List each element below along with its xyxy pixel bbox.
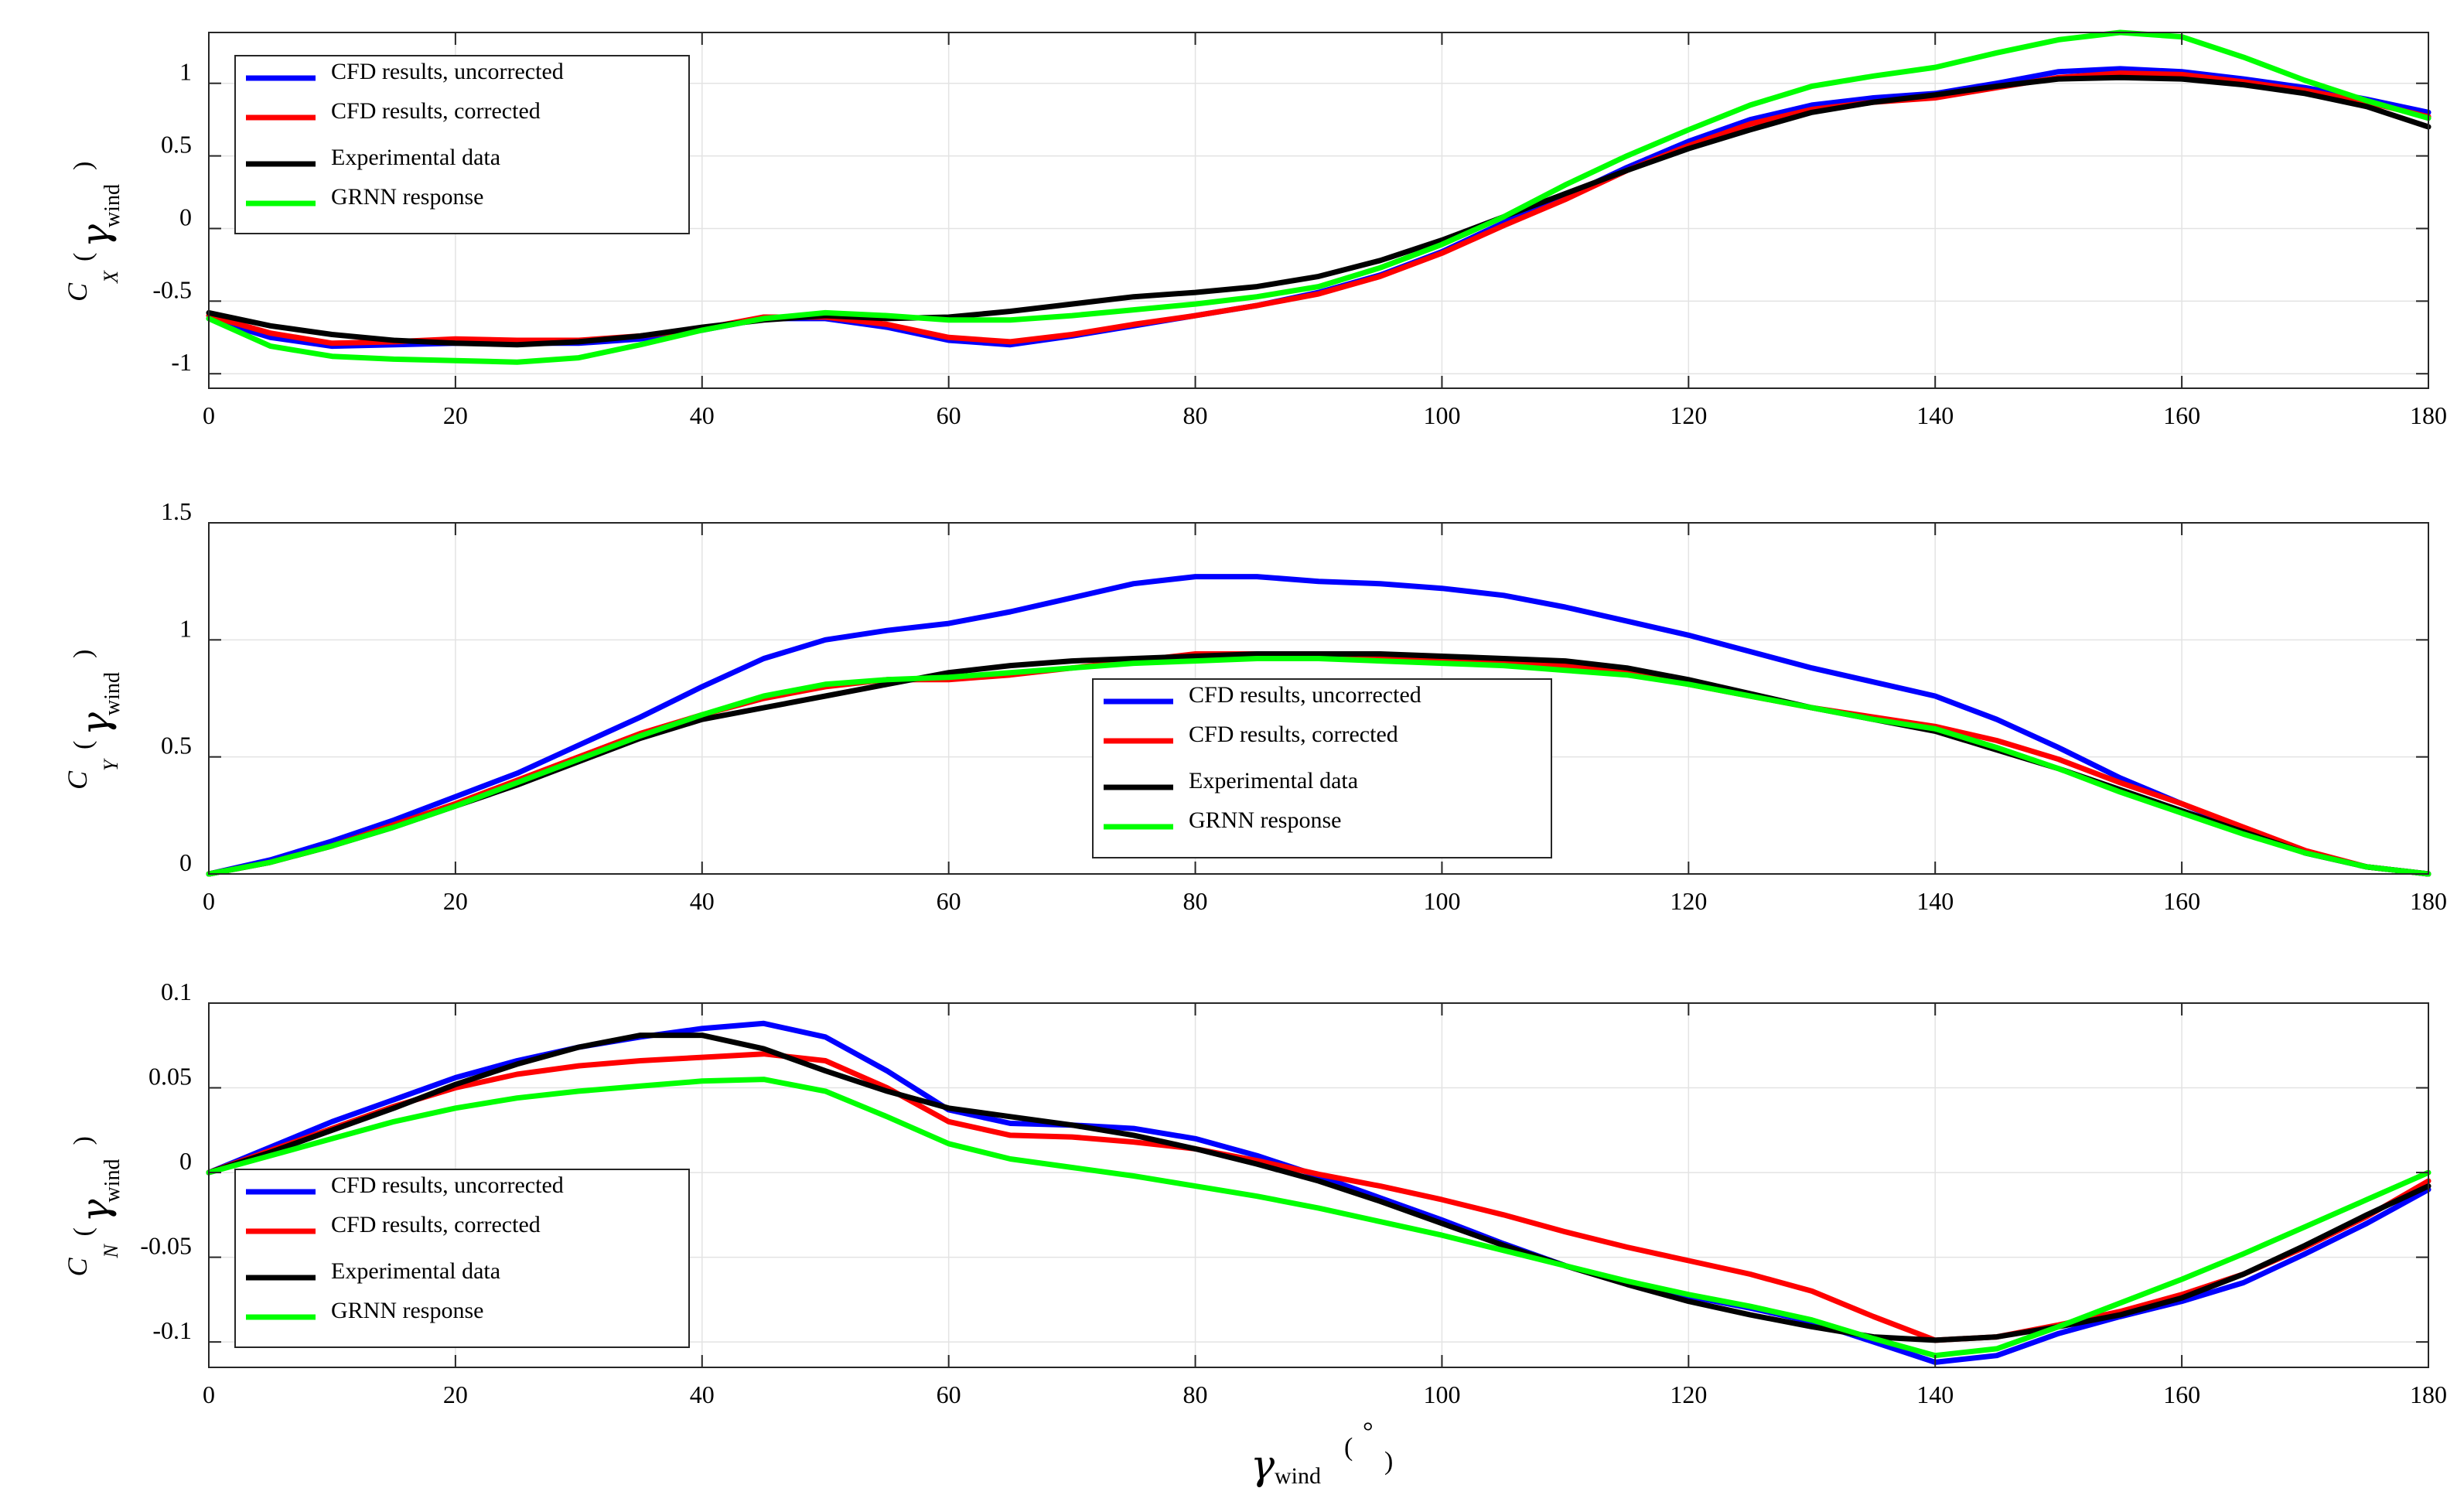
x-label-open-paren: ( [1344,1433,1353,1462]
y-tick-label: 0 [179,203,192,230]
legend-label: GRNN response [331,184,483,210]
x-tick-label: 40 [690,887,715,915]
x-label-degree: ° [1363,1418,1374,1446]
x-tick-label: 100 [1423,1381,1460,1408]
legend-label: CFD results, corrected [331,98,541,124]
y-tick-label: -1 [171,348,192,376]
y-tick-label: 0.1 [161,978,192,1005]
legend-label: Experimental data [331,145,500,170]
y-label-wind: wind [101,184,125,227]
y-label-gamma: γ [73,1200,118,1223]
series-line-grnn-response [206,29,2432,365]
y-label-close-paren: ) [69,1136,97,1145]
y-tick-label: -0.05 [140,1232,192,1260]
y-label-gamma: γ [73,224,118,247]
legend-label: Experimental data [1189,768,1358,794]
x-label-close-paren: ) [1384,1447,1393,1476]
legend: CFD results, uncorrected CFD results, cor… [234,1169,690,1348]
legend-label: CFD results, uncorrected [331,1172,564,1198]
legend-label: Experimental data [331,1258,500,1284]
series-line-grnn-response [206,1077,2432,1359]
x-tick-label: 180 [2410,401,2447,429]
x-tick-label: 140 [1916,1381,1954,1408]
y-tick-label: 0 [179,1147,192,1175]
x-label-gamma: γ [1251,1442,1275,1489]
y-label-open-paren: ( [69,253,97,261]
x-tick-label: 60 [937,401,961,429]
x-tick-label: 140 [1916,401,1954,429]
x-tick-label: 180 [2410,1381,2447,1408]
panel-cx: 0 20 40 60 80 100 120 140 160 180 -1 -0.5 0 0.5 1 CX ( γw… [62,29,2447,429]
x-axis-label: γ wind ( °) [1251,1418,1393,1489]
panel-cn: 0 20 40 60 80 100 120 140 160 180 -0.1 -0.05 0 0.05 0.… [62,978,2447,1408]
x-tick-label: 20 [443,887,468,915]
x-tick-label: 160 [2163,887,2200,915]
y-tick-label: -0.5 [152,275,192,303]
legend-label: CFD results, uncorrected [331,59,564,84]
panel-cy: 0 20 40 60 80 100 120 140 160 180 0 0.5 1 1.5 CY ( γwind… [62,497,2447,915]
x-label-wind: wind [1275,1463,1321,1489]
x-tick-label: 100 [1423,887,1460,915]
y-label-close-paren: ) [69,650,97,658]
x-tick-label: 40 [690,401,715,429]
y-label-close-paren: ) [69,162,97,170]
y-label-open-paren: ( [69,1227,97,1236]
x-tick-label: 140 [1916,887,1954,915]
y-tick-label: 0 [179,848,192,876]
axes-box [208,522,2429,875]
x-tick-label: 120 [1670,1381,1707,1408]
series-line-experimental-data [206,74,2432,348]
legend-label: GRNN response [331,1298,483,1323]
legend-label: GRNN response [1189,807,1341,833]
axes-box [208,32,2429,389]
y-label-wind: wind [101,672,125,715]
y-tick-label: 0.5 [161,732,192,759]
x-tick-label: 0 [203,887,215,915]
series-line-cfd-results-uncorrected [206,574,2432,877]
y-label-subscript: N [100,1244,122,1259]
y-label-subscript: X [100,270,122,284]
y-label-symbol: C [62,282,93,302]
x-tick-label: 80 [1183,401,1208,429]
y-label-open-paren: ( [69,741,97,749]
legend: CFD results, uncorrected CFD results, cor… [234,55,690,234]
legend-label: CFD results, corrected [1189,722,1398,747]
x-tick-label: 60 [937,1381,961,1408]
axes-box [208,1002,2429,1368]
x-tick-label: 40 [690,1381,715,1408]
y-label-gamma: γ [73,712,118,736]
y-tick-label: 1 [179,58,192,86]
x-tick-label: 120 [1670,401,1707,429]
legend-label: CFD results, uncorrected [1189,682,1421,708]
legend-label: CFD results, corrected [331,1212,541,1237]
y-tick-label: 0.05 [148,1063,192,1090]
x-tick-label: 0 [203,401,215,429]
x-tick-label: 20 [443,401,468,429]
x-tick-label: 0 [203,1381,215,1408]
y-label-symbol: C [62,1258,93,1277]
x-tick-label: 80 [1183,887,1208,915]
x-tick-label: 100 [1423,401,1460,429]
x-tick-label: 60 [937,887,961,915]
x-tick-label: 80 [1183,1381,1208,1408]
y-label-subscript: Y [100,758,122,771]
legend: CFD results, uncorrected CFD results, cor… [1092,678,1552,858]
y-tick-label: 1 [179,614,192,642]
y-label-wind: wind [101,1159,125,1203]
series-line-grnn-response [206,656,2432,877]
y-tick-label: 0.5 [161,131,192,159]
x-tick-label: 160 [2163,401,2200,429]
x-tick-label: 160 [2163,1381,2200,1408]
x-tick-label: 180 [2410,887,2447,915]
x-tick-label: 120 [1670,887,1707,915]
x-tick-label: 20 [443,1381,468,1408]
y-tick-label: -0.1 [152,1316,192,1344]
y-tick-label: 1.5 [161,497,192,525]
y-label-symbol: C [62,770,93,790]
